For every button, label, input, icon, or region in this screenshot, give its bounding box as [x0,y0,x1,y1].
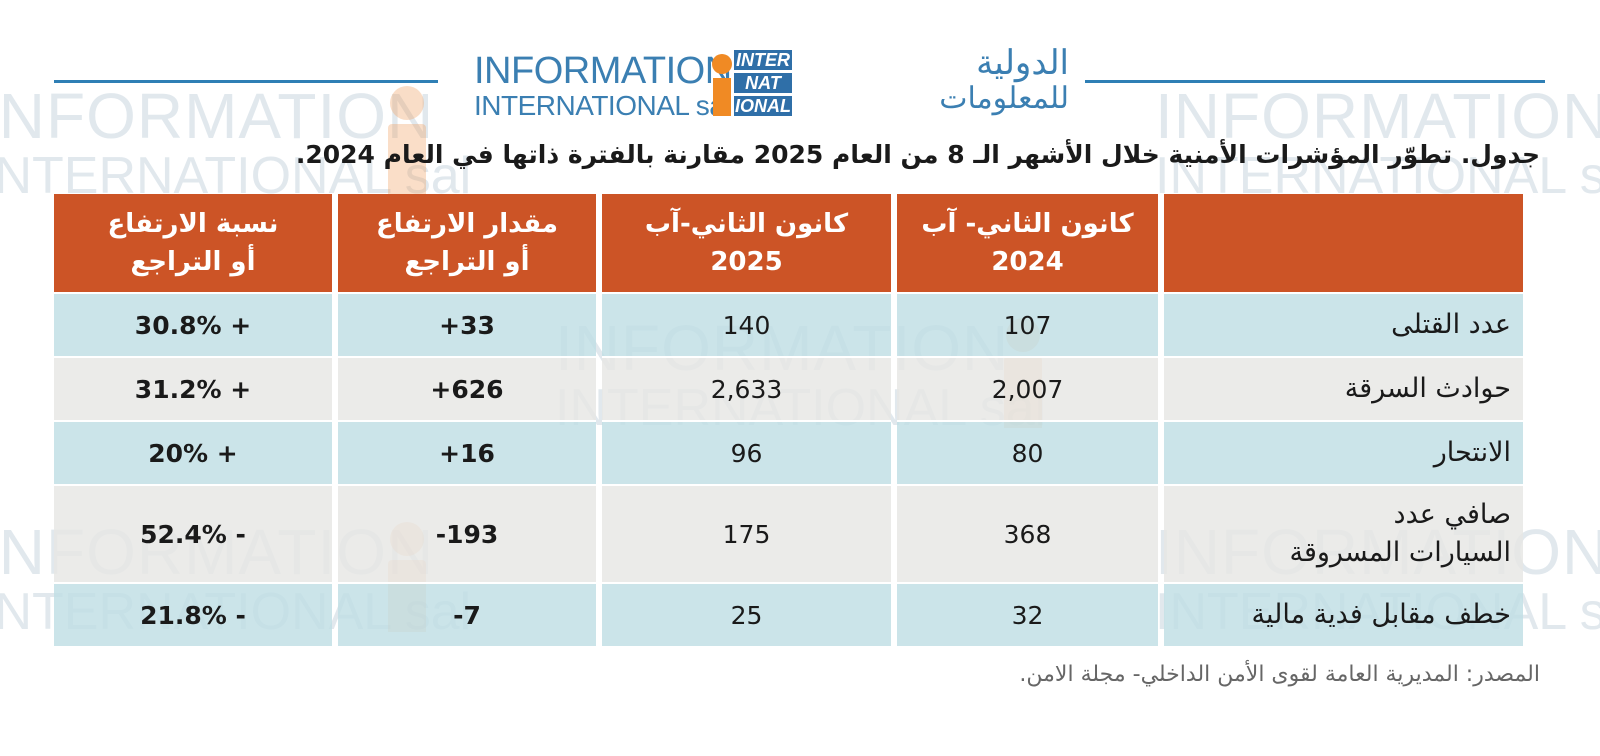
change-percent: + 20% [54,420,332,484]
value-2024: 107 [897,292,1158,356]
header-indicator [1164,194,1523,292]
value-2025: 2,633 [602,356,891,420]
header-rule-left [54,80,438,83]
table-row: خطف مقابل فدية مالية 32 25 7- - 21.8% [54,582,1523,646]
value-2025: 175 [602,484,891,582]
change-amount: 16+ [338,420,596,484]
logo-i-mark: INTER NAT IONAL [710,48,792,118]
table-row: صافي عدد السيارات المسروقة 368 175 193- … [54,484,1523,582]
change-percent: - 21.8% [54,582,332,646]
row-label: صافي عدد السيارات المسروقة [1164,484,1523,582]
logo-arabic-line-2: للمعلومات [939,81,1069,116]
row-label: خطف مقابل فدية مالية [1164,582,1523,646]
change-amount: 626+ [338,356,596,420]
logo-arabic-line-1: الدولية [976,43,1069,83]
change-percent: + 31.2% [54,356,332,420]
value-2025: 140 [602,292,891,356]
change-amount: 193- [338,484,596,582]
value-2024: 2,007 [897,356,1158,420]
header-2024: كانون الثاني- آب 2024 [897,194,1158,292]
table-header-row: كانون الثاني- آب 2024 كانون الثاني-آب 20… [54,194,1523,292]
security-indicators-table: كانون الثاني- آب 2024 كانون الثاني-آب 20… [48,194,1529,646]
header-rule-right [1085,80,1545,83]
value-2024: 32 [897,582,1158,646]
row-label: حوادث السرقة [1164,356,1523,420]
change-amount: 33+ [338,292,596,356]
table-row: الانتحار 80 96 16+ + 20% [54,420,1523,484]
change-percent: - 52.4% [54,484,332,582]
table-row: حوادث السرقة 2,007 2,633 626+ + 31.2% [54,356,1523,420]
row-label: عدد القتلى [1164,292,1523,356]
watermark-i-mark [382,86,432,196]
value-2025: 96 [602,420,891,484]
value-2024: 368 [897,484,1158,582]
header-2025: كانون الثاني-آب 2025 [602,194,891,292]
header-change-percent: نسبة الارتفاع أو التراجع [54,194,332,292]
logo-line-1: INFORMATION [474,50,732,92]
change-percent: + 30.8% [54,292,332,356]
source-note: المصدر: المديرية العامة لقوى الأمن الداخ… [1019,662,1540,687]
value-2025: 25 [602,582,891,646]
value-2024: 80 [897,420,1158,484]
page-title: جدول. تطوّر المؤشرات الأمنية خلال الأشهر… [295,140,1540,169]
logo-arabic: الدولية للمعلومات [939,46,1069,114]
row-label: الانتحار [1164,420,1523,484]
logo-english: INFORMATION INTERNATIONAL sal [474,52,732,120]
table-row: عدد القتلى 107 140 33+ + 30.8% [54,292,1523,356]
change-amount: 7- [338,582,596,646]
logo: INFORMATION INTERNATIONAL sal INTER NAT … [470,44,1075,124]
header-change-amount: مقدار الارتفاع أو التراجع [338,194,596,292]
logo-line-2: INTERNATIONAL sal [474,90,730,121]
